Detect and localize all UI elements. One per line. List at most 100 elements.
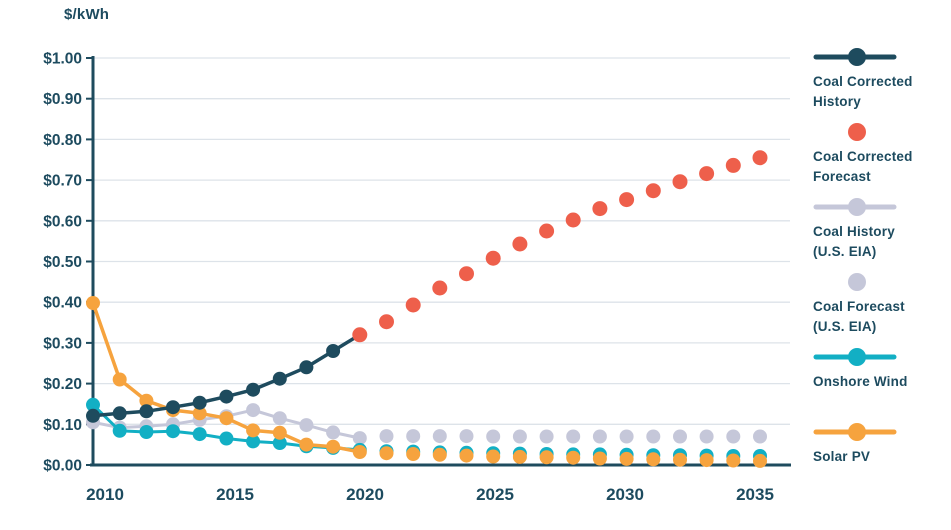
data-point [486, 429, 501, 444]
data-point [646, 429, 661, 444]
x-tick-label: 2010 [86, 485, 124, 504]
data-point [512, 236, 528, 252]
data-point [246, 423, 261, 438]
data-point [485, 250, 501, 266]
series-coal-corrected-forecast [352, 150, 768, 343]
y-tick-label: $1.00 [43, 51, 82, 68]
data-point [459, 448, 474, 463]
data-point [512, 429, 527, 444]
data-point [459, 429, 474, 444]
line-dot-marker-icon [813, 423, 897, 441]
legend-item-coal-corrected-forecast: Coal Corrected Forecast [813, 122, 951, 188]
y-tick-label: $0.40 [43, 295, 82, 312]
y-tick-label: $0.70 [43, 173, 82, 190]
data-point [379, 314, 394, 330]
data-point [405, 297, 421, 313]
data-point [166, 400, 180, 415]
series-onshore-wind [86, 397, 767, 463]
line-dot-marker-icon [813, 48, 897, 66]
data-point [592, 429, 607, 444]
y-tick-label: $0.10 [43, 417, 82, 434]
data-point [699, 453, 714, 468]
data-point [486, 449, 501, 464]
data-point [326, 425, 341, 440]
data-point [753, 453, 767, 468]
data-point [326, 344, 341, 358]
data-point [646, 452, 661, 467]
legend-item-coal-corrected-history: Coal Corrected History [813, 47, 951, 113]
data-point [512, 449, 527, 464]
data-point [673, 429, 687, 444]
series-solar-pv [86, 296, 767, 468]
x-tick-label: 2020 [346, 485, 384, 504]
series-coal-forecast-u-s-eia [379, 429, 767, 444]
y-tick-label: $0.30 [43, 335, 82, 352]
data-point [299, 418, 314, 433]
data-point [86, 408, 100, 423]
data-point [539, 450, 554, 465]
x-tick-label: 2025 [476, 485, 514, 504]
data-point [725, 157, 741, 173]
data-point [246, 403, 261, 418]
y-axis-ticks: $1.00 $0.90 $0.80 $0.70 $0.60 $0.50 $0.40 $0.30… [43, 51, 93, 475]
legend-label: Coal Corrected Forecast [813, 149, 913, 185]
data-point [299, 437, 314, 452]
data-point [192, 427, 207, 442]
chart-svg: $1.00 $0.90 $0.80 $0.70 $0.60 $0.50 $0.40 $0.30… [43, 51, 791, 504]
data-point [219, 411, 234, 426]
data-point [726, 429, 741, 444]
data-point [139, 404, 154, 419]
data-point [645, 183, 661, 199]
data-point [219, 431, 234, 446]
data-point [272, 371, 287, 386]
data-point [619, 429, 634, 444]
data-point [379, 446, 394, 461]
data-point [352, 445, 367, 459]
legend-label: Coal Corrected History [813, 74, 913, 110]
data-point [139, 393, 154, 408]
line-dot-marker-icon [813, 348, 897, 366]
data-point [86, 296, 100, 310]
data-point [406, 447, 421, 461]
data-point [219, 389, 234, 404]
data-point [272, 411, 287, 426]
x-tick-label: 2030 [606, 485, 644, 504]
data-point [672, 174, 688, 190]
data-point [112, 406, 127, 421]
data-point [432, 447, 447, 462]
y-axis-title: $/kWh [64, 6, 110, 23]
data-point [86, 397, 100, 412]
data-point [432, 280, 448, 296]
data-point [566, 450, 581, 465]
x-tick-label: 2015 [216, 485, 254, 504]
data-point [566, 429, 581, 444]
gridlines [93, 57, 790, 425]
dot-marker-icon [848, 273, 866, 291]
data-point [619, 192, 635, 208]
data-point [539, 223, 555, 239]
data-point [299, 360, 314, 375]
y-tick-label: $0.20 [43, 376, 82, 393]
data-point [326, 439, 341, 454]
data-point [726, 453, 741, 468]
data-point [699, 429, 714, 444]
data-point [432, 429, 447, 444]
x-tick-labels: 2010 2015 2020 2025 2030 2035 [86, 485, 774, 504]
data-point [352, 431, 367, 446]
data-point [752, 150, 768, 166]
data-point [565, 212, 581, 228]
legend-item-coal-history-u-s-eia: Coal History (U.S. EIA) [813, 197, 951, 263]
data-point [272, 436, 287, 450]
data-point [352, 327, 368, 343]
data-point [592, 201, 608, 217]
dot-marker-icon [848, 123, 866, 141]
data-point [753, 429, 767, 444]
legend: Coal Corrected History Coal Corrected Forec… [813, 47, 951, 488]
legend-item-onshore-wind: Onshore Wind [813, 347, 951, 413]
data-point [192, 406, 207, 421]
cost-chart: $/kWh $1.00 $0.90 $0.80 $0.70 $0.60 $0.50 $0.4… [43, 6, 791, 504]
data-point [406, 429, 421, 444]
data-point [673, 452, 687, 467]
data-point [192, 395, 207, 410]
data-point [699, 166, 715, 182]
